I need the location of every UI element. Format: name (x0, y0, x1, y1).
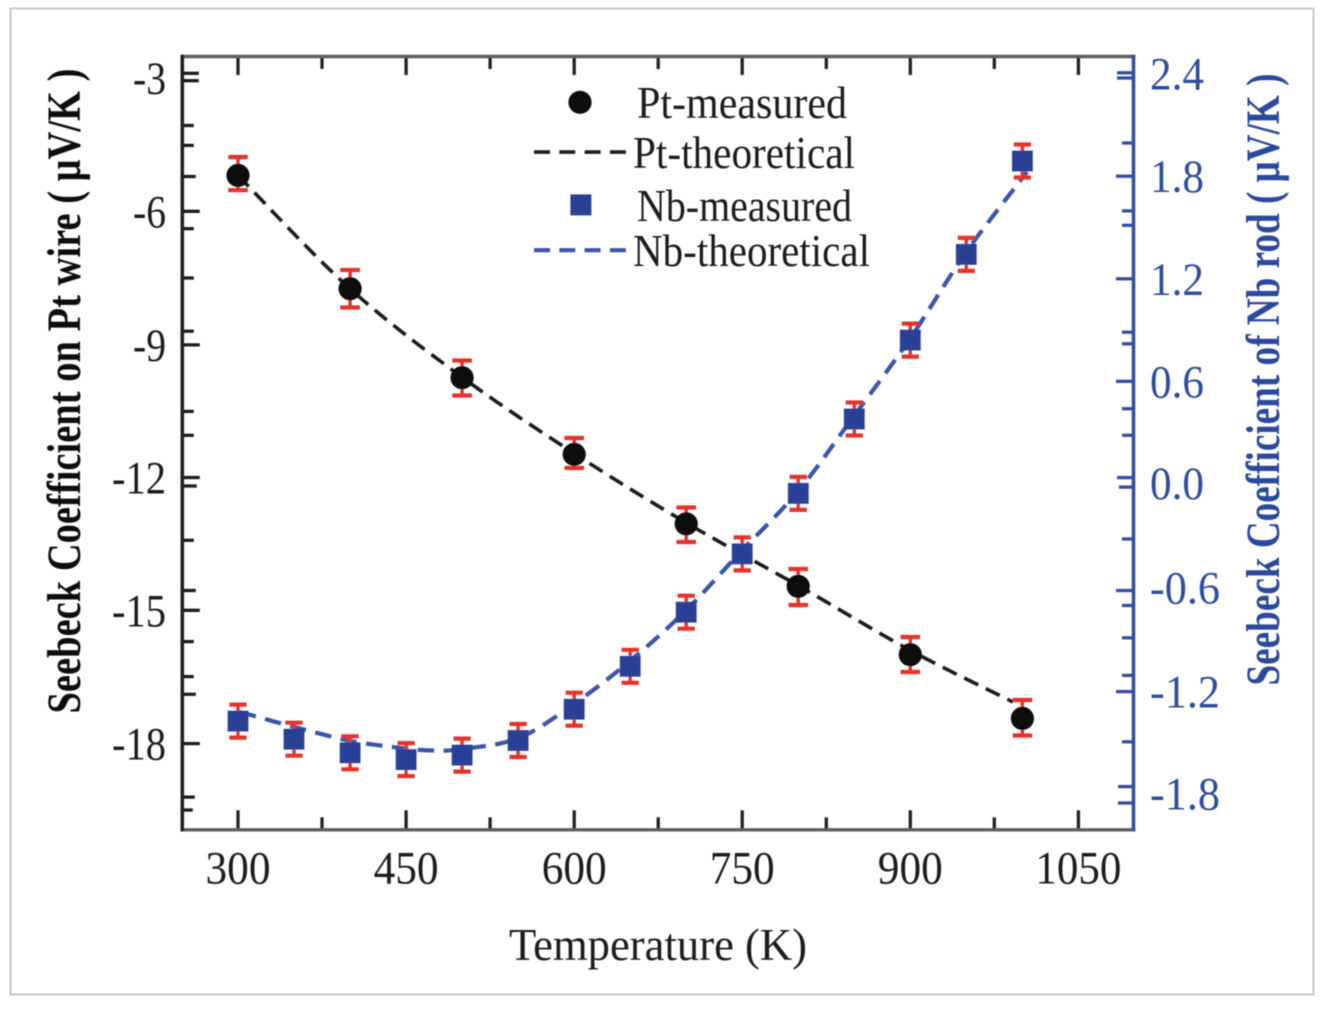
svg-text:450: 450 (374, 843, 439, 895)
svg-text:300: 300 (206, 843, 271, 895)
svg-text:Nb-measured: Nb-measured (637, 180, 852, 231)
svg-text:-18: -18 (112, 719, 166, 771)
svg-text:-15: -15 (112, 585, 166, 637)
svg-text:-1.2: -1.2 (1150, 667, 1220, 719)
svg-text:-6: -6 (133, 186, 166, 238)
svg-text:Nb-theoretical: Nb-theoretical (633, 225, 870, 276)
svg-text:Pt-measured: Pt-measured (637, 77, 847, 128)
svg-text:-1.8: -1.8 (1150, 769, 1220, 821)
svg-text:-12: -12 (112, 453, 166, 505)
svg-text:1.2: 1.2 (1150, 254, 1204, 306)
svg-text:600: 600 (542, 843, 607, 895)
svg-text:Seebeck Coefficient of Nb rod: Seebeck Coefficient of Nb rod ( μV/K ) (1237, 74, 1290, 686)
svg-text:900: 900 (878, 843, 943, 895)
svg-text:750: 750 (710, 843, 775, 895)
svg-text:0.0: 0.0 (1150, 458, 1204, 510)
svg-text:Pt-theoretical: Pt-theoretical (633, 127, 855, 178)
svg-text:0.6: 0.6 (1150, 356, 1204, 408)
svg-text:Temperature (K): Temperature (K) (509, 920, 807, 970)
svg-text:-3: -3 (133, 53, 166, 105)
svg-text:-9: -9 (133, 320, 166, 372)
svg-text:-0.6: -0.6 (1150, 563, 1220, 615)
svg-text:2.4: 2.4 (1150, 49, 1204, 101)
svg-text:1.8: 1.8 (1150, 151, 1204, 203)
svg-text:1050: 1050 (1035, 843, 1121, 895)
svg-text:Seebeck Coefficient on Pt wire: Seebeck Coefficient on Pt wire ( μV/K ) (38, 69, 91, 714)
